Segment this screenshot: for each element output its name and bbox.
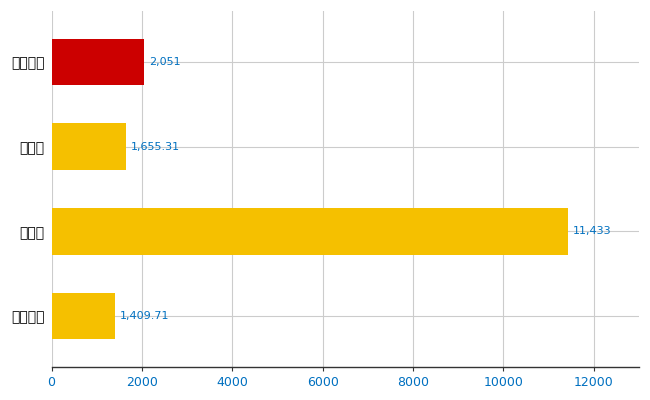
Bar (51, 208, 568, 255)
Bar (51, 123, 126, 170)
Bar (51, 293, 115, 339)
Text: 11,433: 11,433 (573, 226, 611, 236)
Bar (51, 39, 144, 85)
Text: 2,051: 2,051 (149, 57, 180, 67)
Text: 1,409.71: 1,409.71 (120, 311, 169, 321)
Text: 1,655.31: 1,655.31 (131, 142, 180, 152)
